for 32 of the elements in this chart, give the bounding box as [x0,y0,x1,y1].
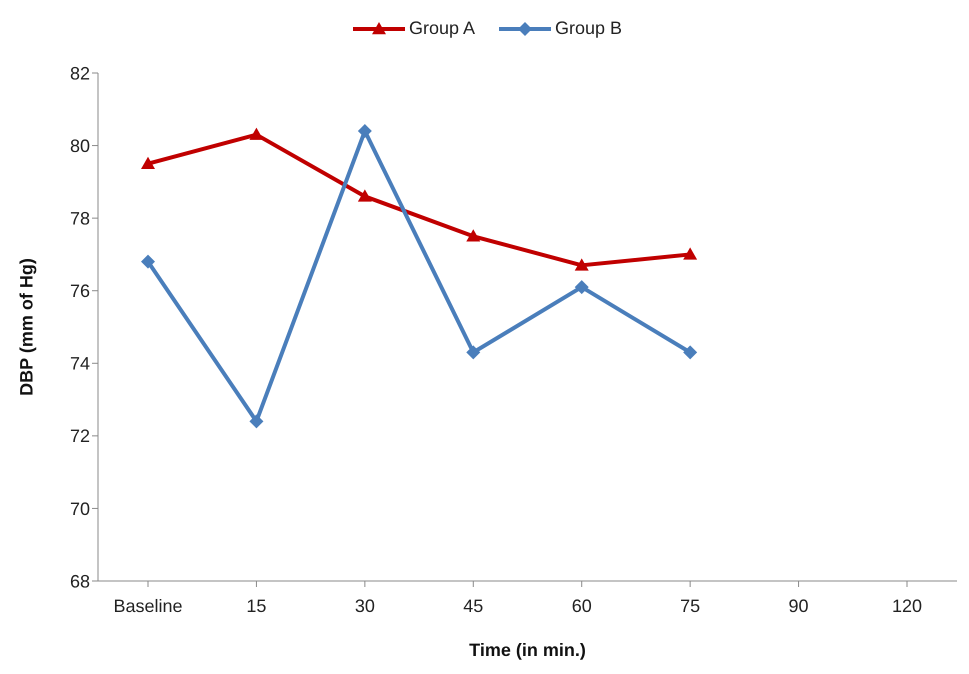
x-tick-label: 120 [892,596,922,616]
y-tick-label: 76 [70,281,90,302]
y-tick-label: 82 [70,63,90,84]
x-tick-label: Baseline [113,596,183,616]
y-tick-label: 74 [70,354,90,374]
y-tick-label: 70 [70,498,90,519]
x-tick-label: 90 [788,596,809,616]
point [249,128,264,140]
point [358,124,372,138]
point [683,345,698,360]
point [466,229,480,242]
point [249,414,264,428]
y-tick-label: 78 [70,208,90,229]
y-tick-label: 80 [70,136,90,156]
point [466,345,480,360]
y-axis-title: DBP (mm of Hg) [16,258,36,396]
point [683,247,698,260]
point [141,156,155,169]
point [574,258,589,271]
point [358,189,372,202]
y-tick-label: 68 [70,571,90,592]
point [574,280,589,294]
legend-label: Group A [408,18,475,39]
point [141,254,155,269]
x-tick-label: 75 [680,596,700,616]
x-tick-label: 30 [354,596,375,616]
y-tick-label: 72 [70,426,90,446]
x-tick-label: 45 [463,596,484,616]
x-tick-label: 60 [572,596,592,616]
legend-label: Group B [554,18,622,39]
x-tick-label: 15 [246,596,266,616]
x-axis-title: Time (in min.) [469,640,586,660]
